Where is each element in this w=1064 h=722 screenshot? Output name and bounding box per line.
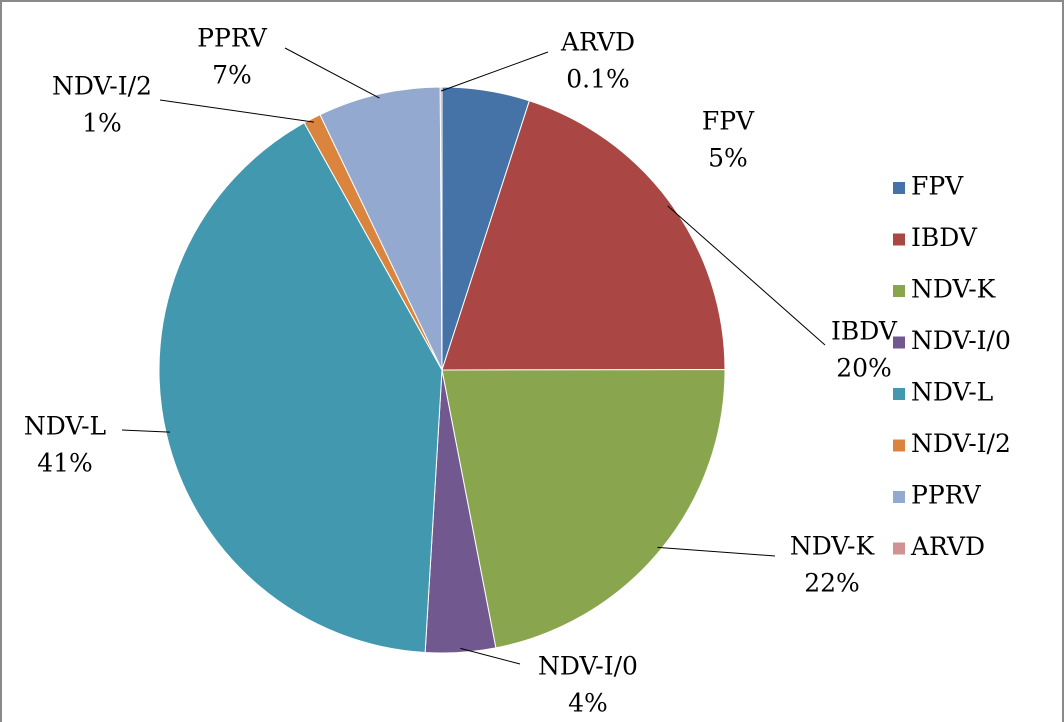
data-label-name: NDV-I/2 — [52, 72, 152, 101]
data-label-name: NDV-L — [24, 412, 106, 441]
legend-label: ARVD — [910, 532, 985, 561]
data-label-value: 4% — [568, 689, 608, 718]
data-label-value: 22% — [804, 569, 860, 598]
data-label-value: 5% — [708, 144, 748, 173]
legend: FPV IBDV NDV-K NDV-I/0 NDV-L NDV-I/2 PPRV ARVD — [893, 172, 1011, 561]
pie-slice — [441, 369, 726, 649]
legend-swatch — [893, 491, 905, 503]
legend-swatch — [893, 439, 905, 452]
data-label-value: 1% — [82, 109, 122, 138]
data-label-name: NDV-K — [790, 532, 876, 561]
pie — [158, 86, 726, 654]
data-label-name: IBDV — [831, 317, 898, 346]
legend-swatch — [893, 285, 905, 297]
leader-line — [121, 429, 171, 433]
data-label-value: 20% — [836, 354, 892, 383]
leader-line — [440, 51, 549, 92]
leader-line — [159, 99, 314, 123]
legend-label: IBDV — [911, 223, 978, 252]
leader-line — [284, 47, 380, 99]
data-label-name: ARVD — [560, 28, 635, 57]
legend-swatch — [893, 182, 905, 194]
data-label-name: NDV-I/0 — [538, 652, 638, 681]
leader-line — [460, 647, 521, 665]
data-label-value: 41% — [37, 449, 93, 478]
pie-slice — [319, 86, 443, 371]
legend-label: NDV-I/0 — [911, 326, 1011, 355]
pie-slice — [158, 122, 443, 654]
data-label-value: 0.1% — [566, 65, 630, 94]
legend-swatch — [893, 388, 905, 400]
legend-swatch — [893, 336, 905, 349]
leader-line — [667, 205, 826, 346]
pie-slice — [439, 86, 443, 371]
leader-line — [657, 546, 776, 557]
legend-swatch — [893, 542, 905, 555]
legend-label: NDV-K — [911, 275, 997, 304]
pie-slice — [441, 100, 726, 371]
data-labels: FPV 5% IBDV 20% NDV-K 22% NDV-I/0 4% NDV-L 41% NDV… — [24, 24, 898, 718]
legend-label: NDV-I/2 — [911, 429, 1011, 458]
legend-label: FPV — [911, 172, 964, 201]
data-label-value: 7% — [212, 61, 252, 90]
legend-swatch — [893, 233, 905, 246]
data-label-name: FPV — [702, 107, 755, 136]
data-label-name: PPRV — [197, 24, 268, 53]
legend-label: NDV-L — [911, 378, 993, 407]
legend-label: PPRV — [911, 481, 982, 510]
